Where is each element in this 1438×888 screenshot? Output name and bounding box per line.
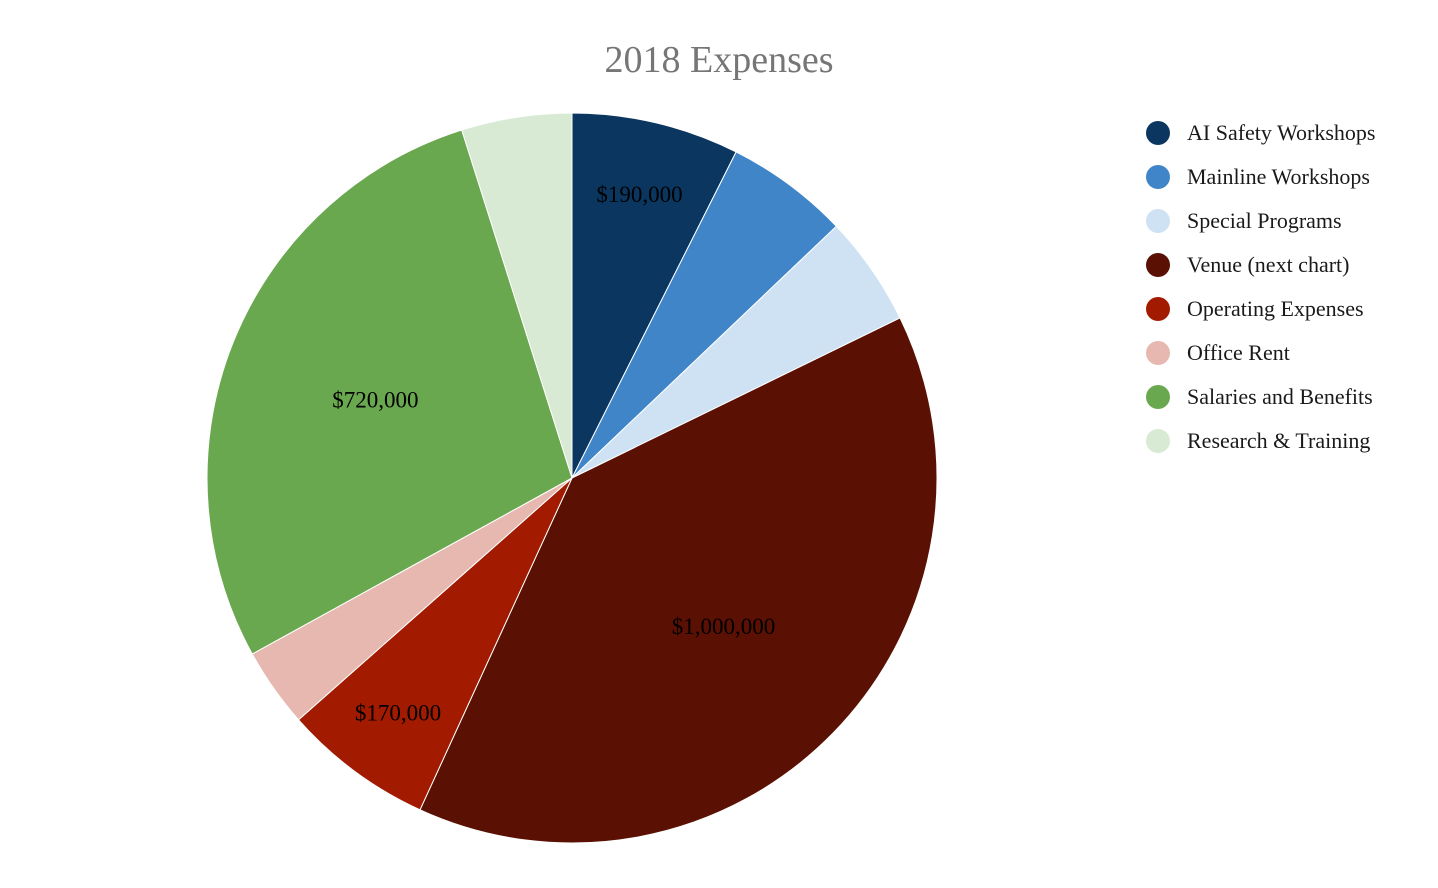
data-label-venue-next-chart: $1,000,000 [672,614,776,639]
legend-swatch-icon [1146,385,1170,409]
legend-item: Salaries and Benefits [1146,375,1426,419]
legend-swatch-icon [1146,121,1170,145]
data-label-operating-expenses: $170,000 [355,701,441,726]
legend-item: Operating Expenses [1146,287,1426,331]
data-label-ai-safety-workshops: $190,000 [596,182,682,207]
pie-slices [206,112,938,844]
chart-title: 2018 Expenses [604,39,834,81]
pie-slice-research-training [461,112,573,479]
legend-label: Mainline Workshops [1187,164,1370,189]
legend-label: Office Rent [1187,340,1290,365]
legend: AI Safety Workshops Mainline Workshops Spe… [1146,111,1426,463]
legend-label: Special Programs [1187,208,1342,233]
legend-label: Research & Training [1187,428,1371,453]
legend-label: Salaries and Benefits [1187,384,1373,409]
legend-swatch-icon [1146,429,1170,453]
legend-item: Mainline Workshops [1146,155,1426,199]
legend-item: Special Programs [1146,199,1426,243]
legend-swatch-icon [1146,165,1170,189]
pie-slice-salaries-and-benefits [206,129,573,655]
legend-swatch-icon [1146,209,1170,233]
legend-label: Operating Expenses [1187,296,1364,321]
pie-slice-ai-safety-workshops [571,112,737,479]
pie-data-labels: $190,000 $1,000,000 $170,000 $720,000 [332,182,775,726]
legend-swatch-icon [1146,297,1170,321]
legend-item: Office Rent [1146,331,1426,375]
pie-slice-operating-expenses [297,477,573,811]
data-label-salaries-and-benefits: $720,000 [332,387,418,412]
legend-item: Venue (next chart) [1146,243,1426,287]
legend-label: Venue (next chart) [1187,252,1350,277]
legend-item: AI Safety Workshops [1146,111,1426,155]
legend-item: Research & Training [1146,419,1426,463]
legend-swatch-icon [1146,253,1170,277]
legend-swatch-icon [1146,341,1170,365]
pie-slice-venue-next-chart [419,317,938,844]
legend-label: AI Safety Workshops [1187,120,1376,145]
